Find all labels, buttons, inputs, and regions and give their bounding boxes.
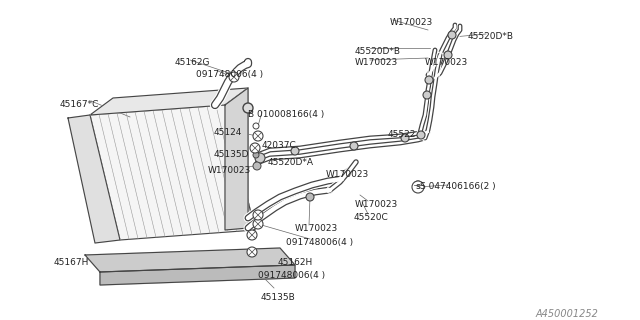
Text: A450001252: A450001252: [536, 309, 599, 319]
Text: W170023: W170023: [295, 224, 339, 233]
Circle shape: [253, 210, 263, 220]
Polygon shape: [85, 248, 295, 272]
Circle shape: [306, 193, 314, 201]
Text: 45124: 45124: [214, 128, 243, 137]
Text: W170023: W170023: [326, 170, 369, 179]
Polygon shape: [90, 88, 248, 115]
Text: 091748006(4 ): 091748006(4 ): [258, 271, 325, 280]
Text: 091748006(4 ): 091748006(4 ): [286, 238, 353, 247]
Text: 091748006(4 ): 091748006(4 ): [196, 70, 263, 79]
Text: W170023: W170023: [208, 166, 252, 175]
Circle shape: [255, 153, 265, 163]
Circle shape: [401, 134, 409, 142]
Text: S: S: [415, 184, 420, 190]
Circle shape: [250, 143, 260, 153]
Circle shape: [291, 147, 299, 155]
Text: W170023: W170023: [355, 58, 398, 67]
Polygon shape: [100, 265, 295, 285]
Polygon shape: [90, 105, 255, 240]
Text: 45520D*B: 45520D*B: [355, 47, 401, 56]
Text: 45135D: 45135D: [214, 150, 250, 159]
Text: 42037C: 42037C: [262, 141, 297, 150]
Text: 45167H: 45167H: [54, 258, 90, 267]
Circle shape: [417, 131, 425, 139]
Circle shape: [243, 103, 253, 113]
Circle shape: [253, 152, 259, 158]
Circle shape: [253, 162, 261, 170]
Circle shape: [350, 142, 358, 150]
Polygon shape: [68, 115, 120, 243]
Text: 45520D*B: 45520D*B: [468, 32, 514, 41]
Text: 45520C: 45520C: [354, 213, 388, 222]
Text: B 010008166(4 ): B 010008166(4 ): [248, 110, 324, 119]
Polygon shape: [225, 88, 248, 230]
Circle shape: [229, 72, 239, 82]
Text: S 047406166(2 ): S 047406166(2 ): [420, 182, 495, 191]
Polygon shape: [225, 88, 255, 230]
Circle shape: [247, 247, 257, 257]
Text: W170023: W170023: [425, 58, 468, 67]
Circle shape: [253, 123, 259, 129]
Text: 45522: 45522: [388, 130, 417, 139]
Circle shape: [423, 91, 431, 99]
Text: 45135B: 45135B: [261, 293, 296, 302]
Circle shape: [444, 51, 452, 59]
Circle shape: [253, 131, 263, 141]
Text: 45162G: 45162G: [175, 58, 211, 67]
Circle shape: [253, 219, 263, 229]
Circle shape: [414, 181, 422, 189]
Text: W170023: W170023: [355, 200, 398, 209]
Text: 45520D*A: 45520D*A: [268, 158, 314, 167]
Circle shape: [448, 31, 456, 39]
Circle shape: [425, 76, 433, 84]
Circle shape: [247, 230, 257, 240]
Text: 45162H: 45162H: [278, 258, 313, 267]
Circle shape: [412, 181, 424, 193]
Text: W170023: W170023: [390, 18, 433, 27]
Text: 45167*C: 45167*C: [60, 100, 99, 109]
